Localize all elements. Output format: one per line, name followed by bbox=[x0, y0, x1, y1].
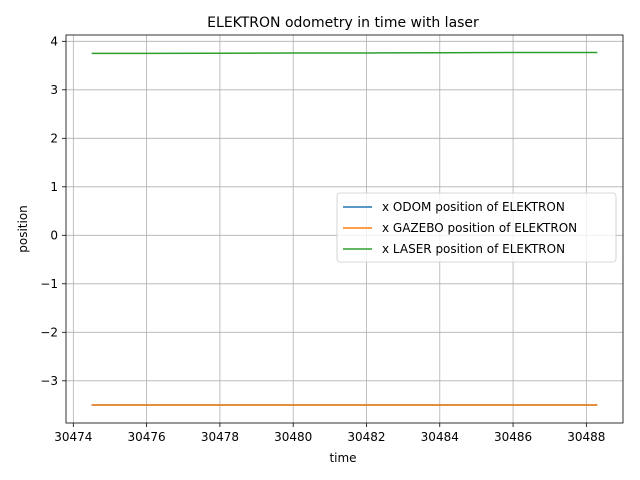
legend-label-3: x LASER position of ELEKTRON bbox=[382, 242, 565, 256]
series-line-3 bbox=[91, 51, 598, 55]
y-tick-label: 0 bbox=[50, 228, 58, 242]
x-tick-label: 30474 bbox=[54, 430, 92, 444]
legend-box bbox=[336, 192, 617, 263]
plot-area-frame bbox=[65, 34, 624, 424]
x-tick-label: 30478 bbox=[201, 430, 239, 444]
legend-label-2: x GAZEBO position of ELEKTRON bbox=[382, 221, 577, 235]
series-lines bbox=[91, 51, 598, 406]
y-tick-label: 4 bbox=[50, 34, 58, 48]
y-tick-label: 1 bbox=[50, 180, 58, 194]
axis-ticks: 30474 30476 30478 30480 30482 30484 30486 30488… bbox=[40, 34, 605, 444]
x-tick-label: 30488 bbox=[567, 430, 605, 444]
y-tick-label: 2 bbox=[50, 131, 58, 145]
x-tick-label: 30480 bbox=[274, 430, 312, 444]
y-axis-label: position bbox=[16, 205, 30, 253]
y-tick-label: −1 bbox=[40, 277, 58, 291]
x-tick-label: 30476 bbox=[128, 430, 166, 444]
y-tick-label: −2 bbox=[40, 325, 58, 339]
legend-label-1: x ODOM position of ELEKTRON bbox=[382, 200, 565, 214]
y-tick-label: −3 bbox=[40, 374, 58, 388]
y-tick-label: 3 bbox=[50, 83, 58, 97]
x-tick-label: 30482 bbox=[347, 430, 385, 444]
x-axis-label: time bbox=[329, 451, 356, 465]
x-tick-label: 30484 bbox=[421, 430, 459, 444]
legend: x ODOM position of ELEKTRON x GAZEBO posi… bbox=[336, 192, 617, 263]
x-tick-label: 30486 bbox=[494, 430, 532, 444]
chart-title: ELEKTRON odometry in time with laser bbox=[207, 15, 479, 31]
